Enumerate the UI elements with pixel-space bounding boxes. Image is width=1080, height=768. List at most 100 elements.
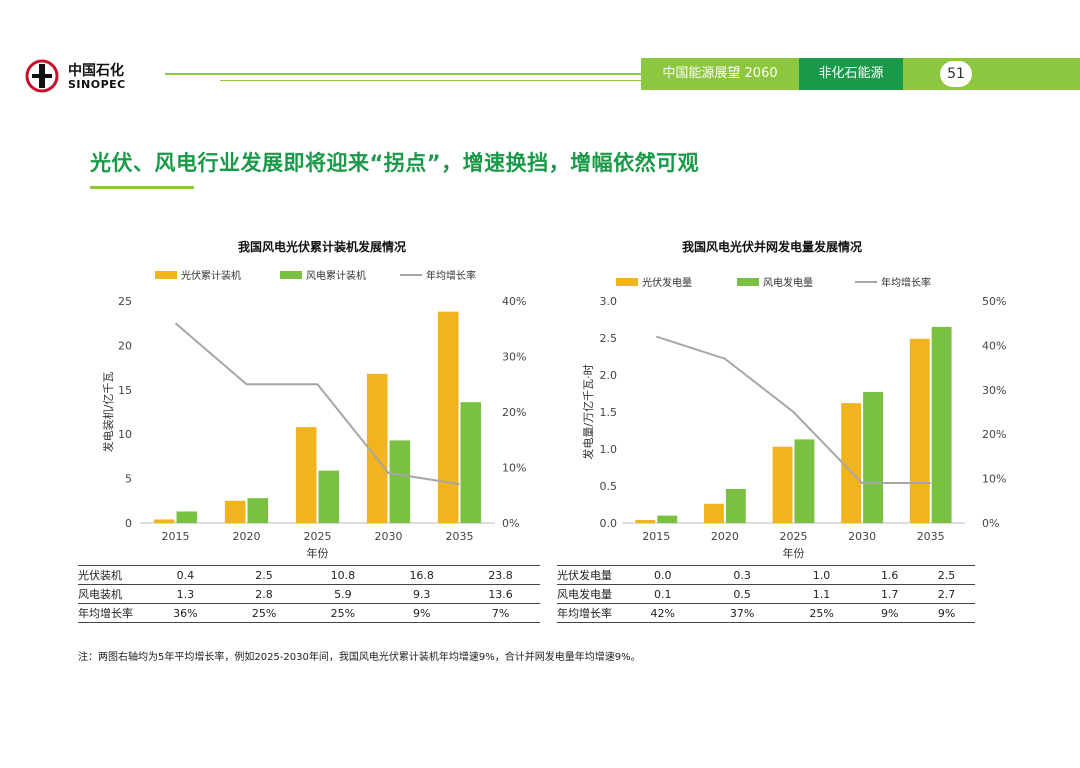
chart1-legend-label-1: 风电发电量	[763, 276, 813, 289]
sinopec-logo: 中国石化 SINOPEC	[24, 58, 134, 94]
table-cell: 16.8	[382, 565, 462, 585]
chart0-y-axis-label: 发电装机/亿千瓦	[101, 372, 115, 453]
chart1-bar-wind	[794, 439, 815, 523]
chart0-bar-wind	[460, 402, 482, 523]
table-cell: 0.1	[623, 584, 703, 604]
header-rule	[165, 73, 641, 75]
chart0-y2-tick: 0%	[502, 517, 519, 530]
chart1-y-tick: 3.0	[600, 295, 618, 308]
chart0-y-tick: 10	[118, 428, 132, 441]
chart0-bar-solar	[295, 427, 317, 523]
logo-en-text: SINOPEC	[68, 78, 126, 91]
chart0-y2-tick: 40%	[502, 295, 526, 308]
chart1-bar-solar	[635, 520, 656, 523]
table-row: 风电发电量 0.1 0.5 1.1 1.7 2.7	[557, 584, 975, 604]
chart1-y-tick: 0.0	[600, 517, 618, 530]
table-cell: 0.3	[702, 565, 782, 585]
chart1-y-tick: 1.0	[600, 443, 618, 456]
chart1-x-tick: 2025	[780, 530, 808, 543]
chart0-x-tick: 2035	[446, 530, 474, 543]
table-row-label: 年均增长率	[78, 603, 146, 623]
table-cell: 2.8	[224, 584, 304, 604]
table-row-label: 年均增长率	[557, 603, 623, 623]
chart1-x-tick: 2015	[642, 530, 670, 543]
chart1-y2-tick: 50%	[982, 295, 1006, 308]
chart0-x-tick: 2030	[375, 530, 403, 543]
chart0-bar-wind	[318, 470, 340, 523]
table-cell: 10.8	[303, 565, 383, 585]
chart0-y2-tick: 20%	[502, 406, 526, 419]
chart1-bar-solar	[841, 403, 862, 523]
table-cell: 1.6	[861, 565, 919, 585]
chart0-x-tick: 2015	[162, 530, 190, 543]
chart1-y2-tick: 10%	[982, 473, 1006, 486]
chart0-x-tick: 2020	[233, 530, 261, 543]
chart1-legend-swatch-1	[737, 278, 759, 286]
chart1-y-tick: 2.0	[600, 369, 618, 382]
chart1-y2-tick: 30%	[982, 384, 1006, 397]
chart0-y-tick: 5	[125, 473, 132, 486]
sinopec-logo-icon	[25, 59, 59, 93]
chart0-bar-solar	[437, 311, 459, 523]
chart0-y-tick: 0	[125, 517, 132, 530]
table-cell: 0.4	[146, 565, 225, 585]
chart0-y2-tick: 10%	[502, 462, 526, 475]
chart0-legend-label-0: 光伏累计装机	[181, 269, 241, 282]
chart1-bar-wind	[657, 515, 678, 523]
header-rule-thin	[220, 80, 641, 81]
chart1-y-tick: 2.5	[600, 332, 618, 345]
table-row: 年均增长率 36% 25% 25% 9% 7%	[78, 603, 540, 623]
chart1-y2-tick: 40%	[982, 339, 1006, 352]
chart0-y2-tick: 30%	[502, 351, 526, 364]
table-row-label: 风电发电量	[557, 584, 623, 604]
chart1-bar-wind	[725, 488, 746, 523]
chart0-bar-wind	[247, 498, 269, 523]
chart1-y2-tick: 20%	[982, 428, 1006, 441]
title-underline	[90, 186, 194, 189]
table-cell: 2.5	[918, 565, 975, 585]
table-cell: 2.7	[918, 584, 975, 604]
chart0-legend-label-2: 年均增长率	[426, 269, 476, 282]
chart1-x-tick: 2020	[711, 530, 739, 543]
chart1-y-tick: 1.5	[600, 406, 618, 419]
table-row: 风电装机 1.3 2.8 5.9 9.3 13.6	[78, 584, 540, 604]
table-row-label: 风电装机	[78, 584, 146, 604]
page-title: 光伏、风电行业发展即将迎来“拐点”，增速换挡，增幅依然可观	[90, 151, 700, 175]
chart0-growth-line	[174, 322, 460, 486]
table-row: 光伏发电量 0.0 0.3 1.0 1.6 2.5	[557, 565, 975, 585]
table-cell: 42%	[623, 603, 703, 623]
chart1-growth-line	[655, 335, 931, 485]
chart1-x-tick: 2030	[848, 530, 876, 543]
chart1-bar-solar	[704, 503, 724, 523]
chart1-y2-tick: 0%	[982, 517, 999, 530]
chart0-legend-swatch-1	[280, 271, 302, 279]
table-row-label: 光伏装机	[78, 565, 146, 585]
chart1-bar-solar	[772, 446, 793, 523]
table-cell: 9%	[918, 603, 975, 623]
table-cell: 1.7	[861, 584, 919, 604]
table-cell: 9%	[861, 603, 919, 623]
chart0-bar-wind	[176, 511, 198, 523]
chart0-legend-label-1: 风电累计装机	[306, 269, 366, 282]
chart1-bar-solar	[909, 338, 930, 523]
logo-cn-text: 中国石化	[68, 63, 124, 79]
table-cell: 25%	[303, 603, 383, 623]
table-cell: 0.5	[702, 584, 782, 604]
header-section-label: 中国能源展望 2060	[641, 58, 799, 90]
header-subsection-label: 非化石能源	[799, 58, 903, 90]
chart0-y-tick: 15	[118, 384, 132, 397]
chart1-legend-label-2: 年均增长率	[881, 276, 931, 289]
table-cell: 2.5	[224, 565, 304, 585]
chart1-y-tick: 0.5	[600, 480, 618, 493]
chart1-bar-wind	[863, 392, 883, 523]
chart0-y-tick: 25	[118, 295, 132, 308]
table-cell: 1.3	[146, 584, 225, 604]
chart0-bar-solar	[366, 373, 388, 523]
chart1-legend-swatch-0	[616, 278, 638, 286]
chart0-x-tick: 2025	[304, 530, 332, 543]
chart0-title: 我国风电光伏累计装机发展情况	[238, 239, 406, 254]
table-row: 光伏装机 0.4 2.5 10.8 16.8 23.8	[78, 565, 540, 585]
header-page-bar	[903, 58, 1080, 90]
table-cell: 0.0	[623, 565, 703, 585]
